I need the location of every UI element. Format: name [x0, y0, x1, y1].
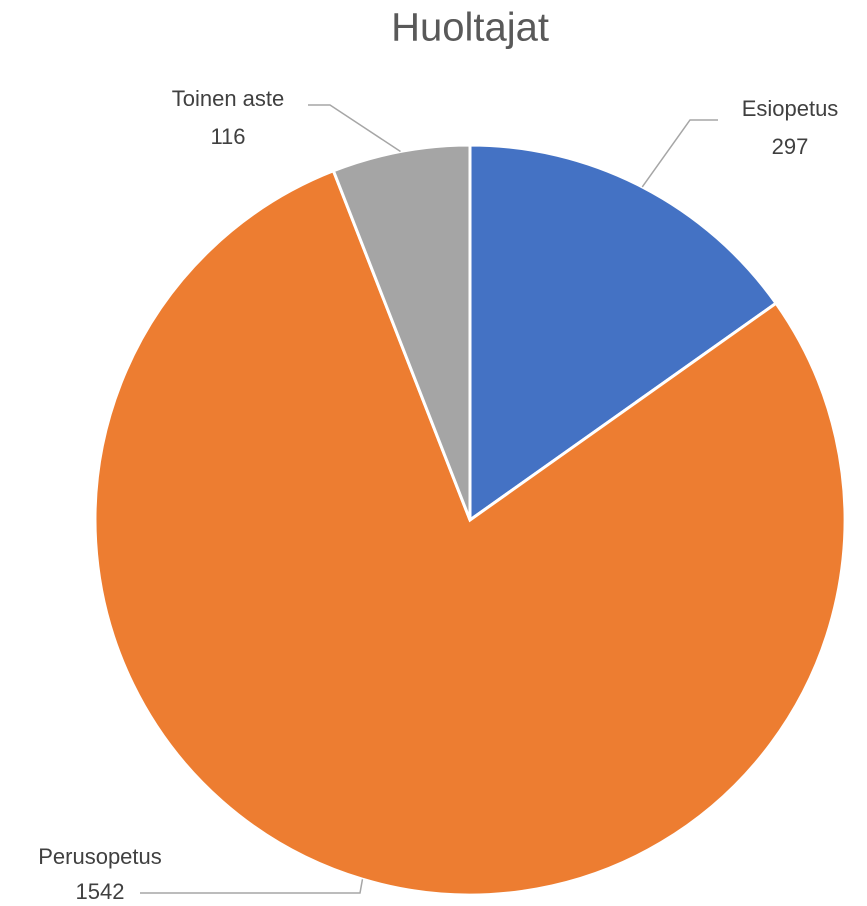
leader-line: [140, 879, 364, 894]
data-label-name: Perusopetus: [38, 844, 162, 869]
data-label-value: 116: [210, 124, 245, 149]
pie-slice: [468, 143, 779, 523]
data-label-value: 297: [772, 134, 809, 159]
leader-line: [641, 119, 718, 188]
data-label-name: Esiopetus: [742, 96, 839, 121]
data-label-name: Toinen aste: [172, 86, 285, 111]
chart-title: Huoltajat: [391, 6, 549, 50]
pie-slice: [93, 168, 847, 897]
data-label-value: 1542: [76, 879, 125, 904]
leader-line: [308, 104, 401, 153]
pie-slice: [331, 143, 472, 521]
